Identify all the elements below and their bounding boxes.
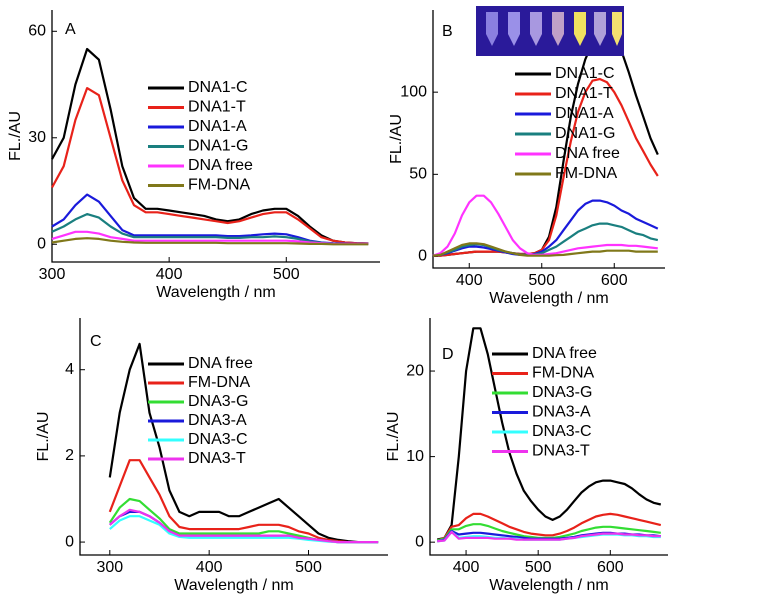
inset-photo — [476, 6, 624, 56]
y-axis-label: FL./AU — [7, 111, 24, 161]
x-tick-label: 300 — [39, 266, 66, 283]
legend-label: DNA free — [188, 355, 253, 372]
x-axis-label: Wavelength / nm — [156, 284, 275, 301]
legend-label: DNA3-T — [188, 450, 246, 467]
tube — [508, 12, 520, 46]
tube — [594, 12, 606, 46]
legend-label: DNA3-C — [188, 431, 248, 448]
series-line — [108, 459, 379, 544]
tube — [486, 12, 498, 46]
panel-label: C — [90, 333, 102, 350]
series-line — [432, 222, 659, 257]
plot-area — [52, 10, 380, 262]
series-line — [437, 530, 661, 543]
panel-label: B — [442, 23, 453, 40]
x-tick-label: 600 — [601, 272, 628, 289]
chart-panel: 400 500 600 0 50 100 Wavelength / nm FL./AU B DNA… — [388, 10, 665, 307]
series-line — [433, 33, 659, 257]
legend-label: FM-DNA — [188, 374, 251, 391]
y-tick-label: 0 — [37, 235, 46, 252]
x-tick-label: 500 — [295, 559, 322, 576]
legend-label: DNA free — [188, 157, 253, 174]
chart-panel: 300 400 500 0 30 60 Wavelength / nm FL./AU A DNA1… — [7, 10, 380, 301]
legend-label: DNA1-T — [188, 99, 246, 116]
series-line — [51, 237, 369, 246]
y-tick-label: 0 — [418, 248, 427, 265]
y-tick-label: 0 — [415, 533, 424, 550]
series-line — [436, 512, 662, 542]
y-tick-label: 10 — [406, 448, 424, 465]
legend-label: DNA free — [532, 345, 597, 362]
series-line — [432, 242, 658, 257]
y-axis-label: FL./AU — [385, 412, 402, 462]
legend-label: FM-DNA — [188, 177, 251, 194]
axis-line — [429, 318, 668, 556]
series-line — [51, 47, 369, 245]
panel-label: D — [442, 346, 454, 363]
tube — [552, 12, 564, 46]
chart-panel: 400 500 600 0 10 20 Wavelength / nm FL./AU D DNA … — [385, 318, 668, 594]
series-line — [109, 508, 379, 544]
x-tick-label: 500 — [528, 272, 555, 289]
y-tick-label: 100 — [400, 83, 427, 100]
y-axis-label: FL./AU — [388, 114, 405, 164]
y-tick-label: 30 — [28, 129, 46, 146]
x-tick-label: 300 — [96, 559, 123, 576]
series-line — [51, 87, 369, 245]
legend-label: DNA3-C — [532, 423, 592, 440]
x-tick-label: 400 — [453, 559, 480, 576]
axis-line — [432, 10, 665, 269]
legend-label: DNA3-T — [532, 443, 590, 460]
tube — [612, 12, 622, 46]
legend-label: FM-DNA — [555, 165, 618, 182]
legend-label: DNA1-T — [555, 85, 613, 102]
series-line — [108, 342, 379, 544]
tube — [574, 12, 586, 46]
legend-label: DNA1-G — [188, 138, 248, 155]
y-tick-label: 20 — [406, 362, 424, 379]
legend-label: DNA3-A — [532, 404, 591, 421]
y-tick-label: 4 — [65, 361, 74, 378]
chart-panel: 300 400 500 0 2 4 Wavelength / nm FL./AU C DNA fr… — [35, 318, 388, 594]
x-tick-label: 500 — [273, 266, 300, 283]
x-tick-label: 600 — [597, 559, 624, 576]
series-line — [433, 77, 659, 257]
series-line — [436, 327, 662, 541]
axis-line — [79, 318, 388, 556]
x-tick-label: 400 — [456, 272, 483, 289]
x-tick-label: 500 — [525, 559, 552, 576]
y-tick-label: 2 — [65, 447, 74, 464]
legend-label: DNA1-G — [555, 125, 615, 142]
series-line — [432, 194, 658, 257]
y-axis-label: FL./AU — [35, 412, 52, 462]
series-line — [432, 199, 659, 257]
x-axis-label: Wavelength / nm — [489, 290, 608, 307]
legend-label: DNA1-A — [188, 118, 247, 135]
legend-label: DNA free — [555, 145, 620, 162]
legend-label: DNA3-A — [188, 412, 247, 429]
legend-label: DNA1-C — [555, 65, 615, 82]
legend-label: DNA1-A — [555, 105, 614, 122]
x-tick-label: 400 — [196, 559, 223, 576]
panel-label: A — [65, 21, 76, 38]
x-axis-label: Wavelength / nm — [489, 577, 608, 594]
y-tick-label: 0 — [65, 533, 74, 550]
legend-label: DNA1-C — [188, 79, 248, 96]
legend-label: FM-DNA — [532, 365, 595, 382]
legend-label: DNA3-G — [532, 384, 592, 401]
y-tick-label: 50 — [409, 166, 427, 183]
y-tick-label: 60 — [28, 23, 46, 40]
x-tick-label: 400 — [156, 266, 183, 283]
axis-line — [51, 10, 380, 263]
x-axis-label: Wavelength / nm — [174, 577, 293, 594]
legend-label: DNA3-G — [188, 393, 248, 410]
tube — [530, 12, 542, 46]
